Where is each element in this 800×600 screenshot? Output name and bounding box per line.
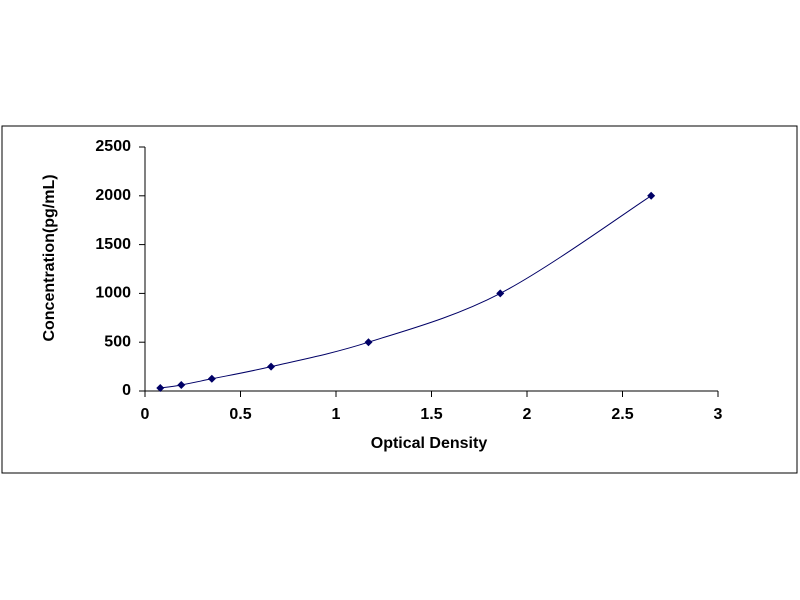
x-tick-label: 2: [523, 406, 532, 423]
fit-curve: [160, 195, 652, 389]
x-axis-title: Optical Density: [371, 435, 488, 452]
x-tick-label: 0: [141, 406, 150, 423]
y-tick-label: 1500: [95, 236, 131, 253]
chart-frame: [1, 125, 798, 474]
x-tick-label: 1: [332, 406, 341, 423]
x-tick-label: 1.5: [420, 406, 442, 423]
y-tick-label: 2500: [95, 138, 131, 155]
data-point: [364, 338, 373, 347]
y-tick-label: 0: [122, 382, 131, 399]
data-point: [156, 383, 165, 392]
x-tick-label: 3: [714, 406, 723, 423]
data-point: [177, 380, 186, 389]
data-point: [496, 289, 505, 298]
y-tick-label: 2000: [95, 187, 131, 204]
x-tick-label: 0.5: [229, 406, 251, 423]
data-point: [647, 191, 656, 200]
y-axis-title: Concentration(pg/mL): [41, 174, 58, 341]
data-point: [267, 362, 276, 371]
y-tick-label: 1000: [95, 285, 131, 302]
data-point: [207, 374, 216, 383]
y-tick-label: 500: [104, 333, 131, 350]
x-tick-label: 2.5: [611, 406, 633, 423]
